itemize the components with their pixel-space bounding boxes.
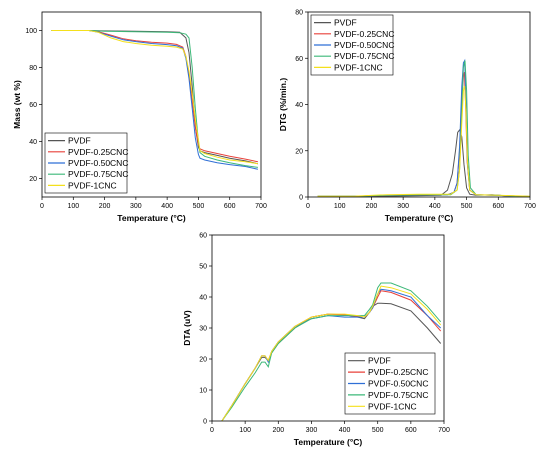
series-line bbox=[317, 58, 530, 197]
x-tick-label: 0 bbox=[306, 203, 310, 210]
x-tick-label: 300 bbox=[306, 427, 318, 434]
y-tick-label: 20 bbox=[199, 357, 207, 364]
series-line bbox=[221, 285, 442, 421]
series-line bbox=[317, 128, 530, 197]
legend-label: PVDF-1CNC bbox=[334, 62, 383, 72]
x-tick-label: 400 bbox=[429, 203, 441, 210]
x-tick-label: 0 bbox=[210, 427, 214, 434]
y-tick-label: 40 bbox=[29, 139, 37, 146]
legend-label: PVDF bbox=[368, 356, 391, 366]
y-tick-label: 50 bbox=[199, 264, 207, 271]
chart-dta: 0 100 200 300 400 500 600 700 0 10 20 30 40 50 60 Tempe… bbox=[182, 233, 450, 448]
series-line bbox=[317, 71, 530, 197]
x-axis-label: Temperature (°C) bbox=[117, 213, 186, 223]
chart-tga: 0 100 200 300 400 500 600 700 20 40 60 80 100 Tempera… bbox=[12, 11, 267, 223]
legend-label: PVDF bbox=[334, 18, 357, 28]
legend-label: PVDF-0.75CNC bbox=[68, 169, 128, 179]
x-tick-label: 700 bbox=[524, 203, 536, 210]
y-axis-label: Mass (wt %) bbox=[12, 80, 22, 129]
legend-label: PVDF-0.25CNC bbox=[334, 29, 394, 39]
y-tick-label: 100 bbox=[25, 28, 37, 35]
y-tick-label: 20 bbox=[295, 148, 303, 155]
legend-label: PVDF-0.25CNC bbox=[368, 367, 428, 377]
x-tick-label: 100 bbox=[334, 203, 346, 210]
chart-dtg: 0 100 200 300 400 500 600 700 0 20 40 60 80 Temperatu… bbox=[278, 10, 536, 224]
x-axis-label: Temperature (°C) bbox=[294, 437, 363, 447]
y-axis-label: DTG (%/min.) bbox=[278, 78, 288, 132]
y-tick-label: 60 bbox=[199, 233, 207, 240]
legend-label: PVDF-0.50CNC bbox=[334, 40, 394, 50]
y-axis-label: DTA (uV) bbox=[182, 310, 192, 346]
x-tick-label: 500 bbox=[461, 203, 473, 210]
legend-label: PVDF-1CNC bbox=[68, 180, 117, 190]
series-line bbox=[221, 282, 442, 421]
series-line bbox=[317, 85, 530, 197]
x-tick-label: 300 bbox=[130, 203, 142, 210]
legend-label: PVDF bbox=[68, 136, 91, 146]
x-axis-label: Temperature (°C) bbox=[385, 213, 454, 223]
legend-label: PVDF-1CNC bbox=[368, 401, 417, 411]
y-tick-label: 30 bbox=[199, 326, 207, 333]
y-tick-label: 40 bbox=[199, 295, 207, 302]
y-tick-label: 60 bbox=[295, 56, 303, 63]
x-tick-label: 700 bbox=[255, 203, 267, 210]
series-line bbox=[317, 60, 530, 197]
y-tick-label: 40 bbox=[295, 102, 303, 109]
y-tick-label: 80 bbox=[295, 10, 303, 17]
y-tick-label: 80 bbox=[29, 65, 37, 72]
x-tick-label: 500 bbox=[193, 203, 205, 210]
legend-label: PVDF-0.50CNC bbox=[368, 379, 428, 389]
legend-label: PVDF-0.75CNC bbox=[368, 390, 428, 400]
y-tick-label: 0 bbox=[203, 419, 207, 426]
x-tick-label: 200 bbox=[99, 203, 111, 210]
y-tick-label: 0 bbox=[299, 195, 303, 202]
x-tick-label: 0 bbox=[40, 203, 44, 210]
x-tick-label: 400 bbox=[339, 427, 351, 434]
series-line bbox=[51, 30, 258, 165]
series-line bbox=[51, 30, 258, 168]
legend-label: PVDF-0.25CNC bbox=[68, 147, 128, 157]
x-tick-label: 400 bbox=[161, 203, 173, 210]
x-tick-label: 300 bbox=[397, 203, 409, 210]
y-tick-label: 10 bbox=[199, 388, 207, 395]
x-tick-label: 700 bbox=[438, 427, 450, 434]
legend-label: PVDF-0.50CNC bbox=[68, 158, 128, 168]
x-tick-label: 600 bbox=[492, 203, 504, 210]
legend-label: PVDF-0.75CNC bbox=[334, 51, 394, 61]
x-tick-label: 500 bbox=[372, 427, 384, 434]
x-tick-label: 200 bbox=[272, 427, 284, 434]
y-tick-label: 60 bbox=[29, 102, 37, 109]
y-tick-label: 20 bbox=[29, 176, 37, 183]
x-tick-label: 100 bbox=[239, 427, 251, 434]
x-tick-label: 200 bbox=[366, 203, 378, 210]
x-tick-label: 600 bbox=[224, 203, 236, 210]
x-tick-label: 600 bbox=[405, 427, 417, 434]
x-tick-label: 100 bbox=[67, 203, 79, 210]
